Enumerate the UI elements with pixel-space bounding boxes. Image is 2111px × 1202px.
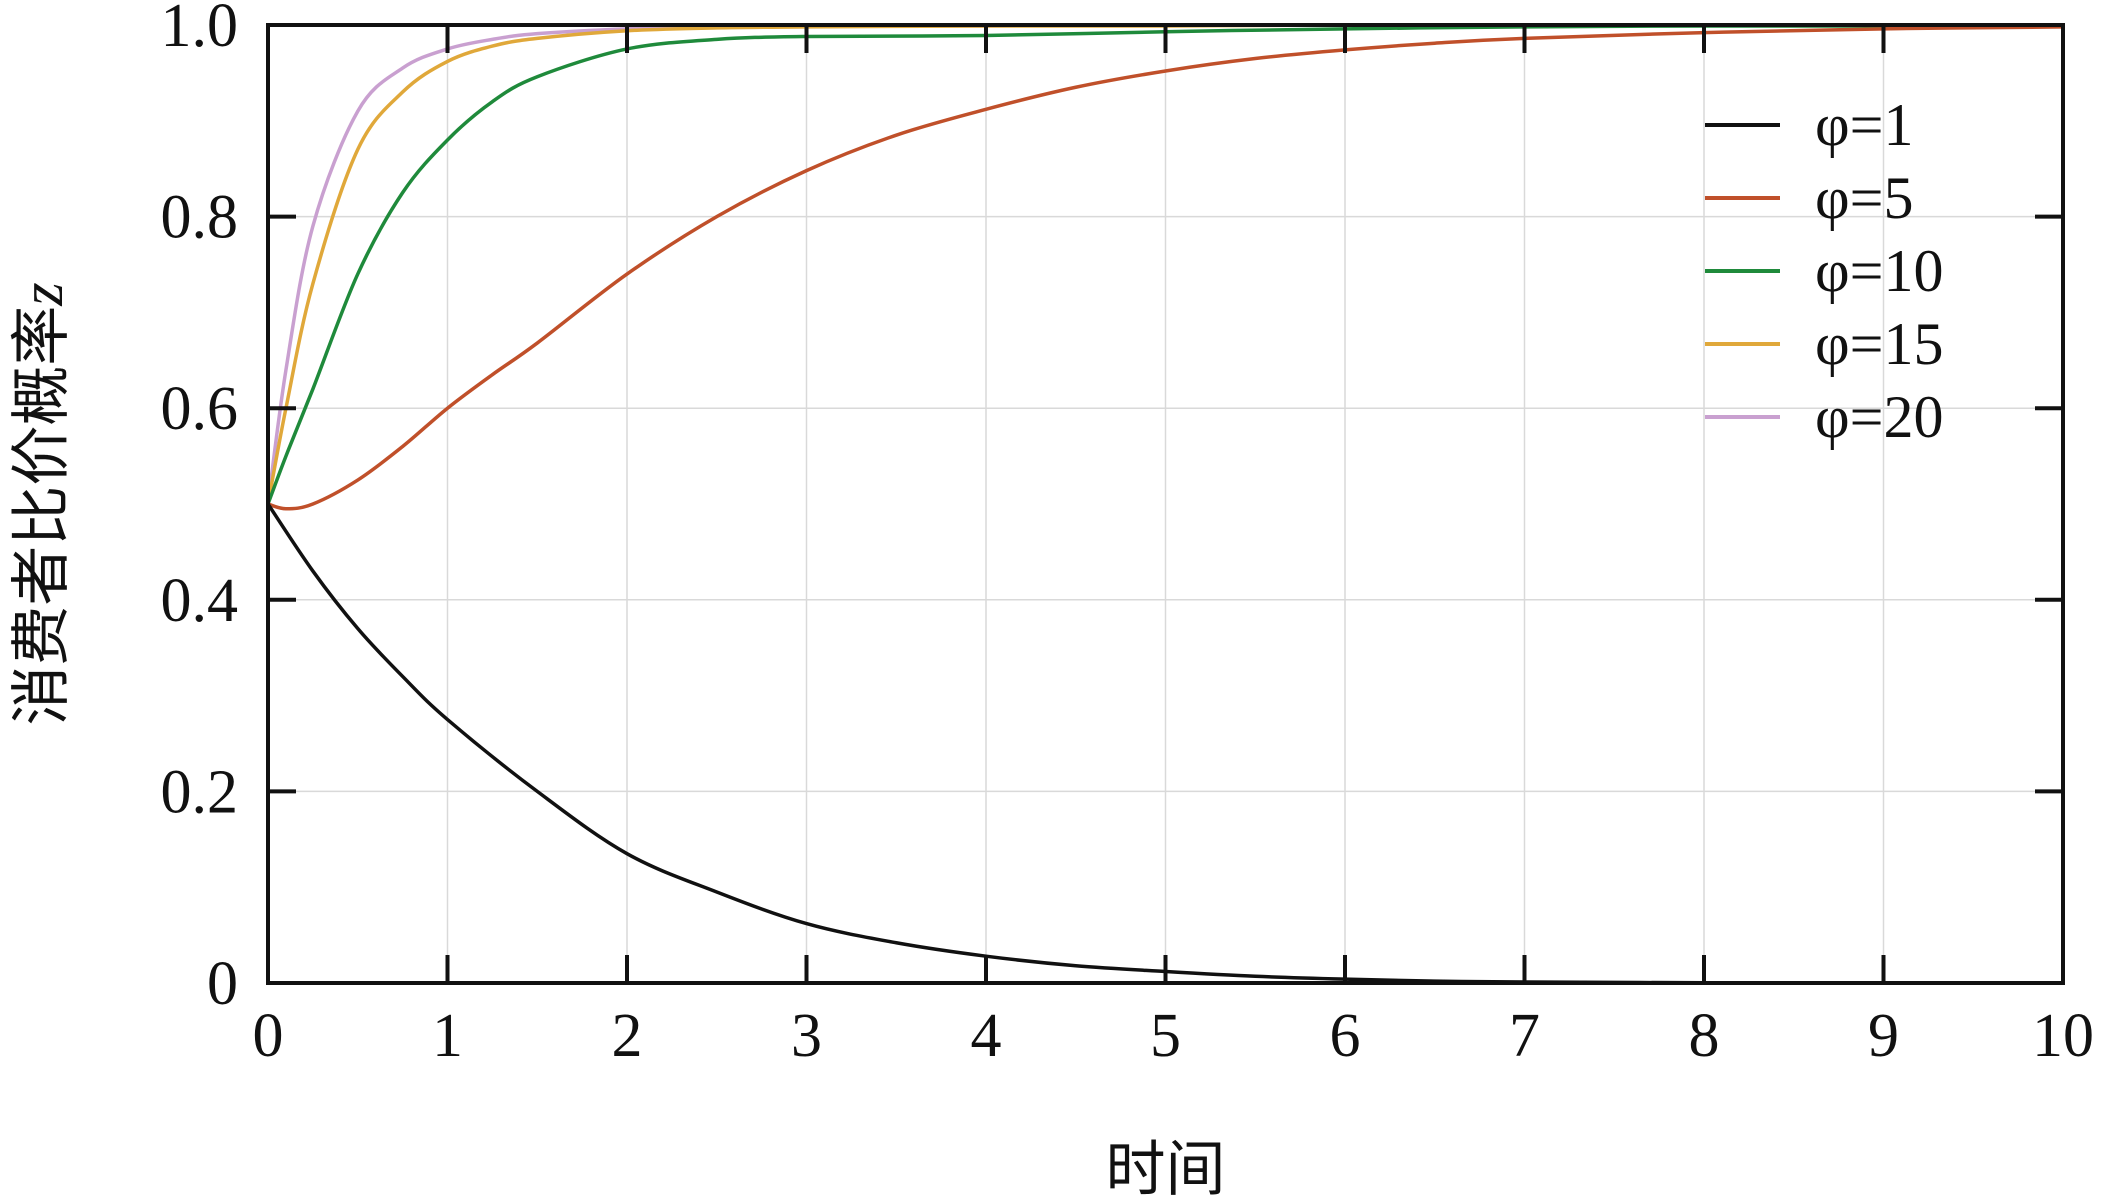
x-tick-label-0: 0: [253, 1002, 284, 1070]
y-tick-label-4: 0.8: [161, 184, 239, 252]
grid: [268, 25, 2063, 983]
legend-label-0: φ=1: [1815, 92, 1913, 158]
y-axis-title-text: 消费者比价概率: [7, 306, 77, 726]
y-axis-title-variable: z: [9, 282, 75, 306]
x-tick-label-6: 6: [1330, 1002, 1361, 1070]
axis-ticks: [266, 23, 2065, 985]
y-tick-label-2: 0.4: [161, 567, 239, 635]
y-tick-label-1: 0.2: [161, 758, 239, 826]
x-tick-label-4: 4: [971, 1002, 1002, 1070]
x-tick-label-1: 1: [432, 1002, 463, 1070]
y-tick-label-5: 1.0: [161, 0, 239, 60]
x-tick-label-9: 9: [1868, 1002, 1899, 1070]
y-axis-title: 消费者比价概率z: [7, 282, 77, 725]
x-axis-title: 时间: [1106, 1135, 1226, 1202]
legend-label-2: φ=10: [1815, 238, 1943, 304]
legend-label-4: φ=20: [1815, 384, 1943, 450]
y-tick-label-0: 0: [207, 950, 238, 1018]
x-tick-labels: 0 1 2 3 4 5 6 7 8 9 10: [253, 1002, 2095, 1070]
x-tick-label-8: 8: [1689, 1002, 1720, 1070]
x-tick-label-3: 3: [791, 1002, 822, 1070]
legend-label-3: φ=15: [1815, 311, 1943, 377]
series-line-1: [266, 25, 2065, 511]
legend-label-1: φ=5: [1815, 165, 1913, 231]
x-tick-label-10: 10: [2032, 1002, 2094, 1070]
y-tick-labels: 0 0.2 0.4 0.6 0.8 1.0: [161, 0, 239, 1018]
x-tick-label-7: 7: [1509, 1002, 1540, 1070]
x-tick-label-2: 2: [612, 1002, 643, 1070]
x-tick-label-5: 5: [1150, 1002, 1181, 1070]
y-tick-label-3: 0.6: [161, 375, 239, 443]
legend: φ=1 φ=5 φ=10 φ=15 φ=20: [1705, 92, 1943, 450]
